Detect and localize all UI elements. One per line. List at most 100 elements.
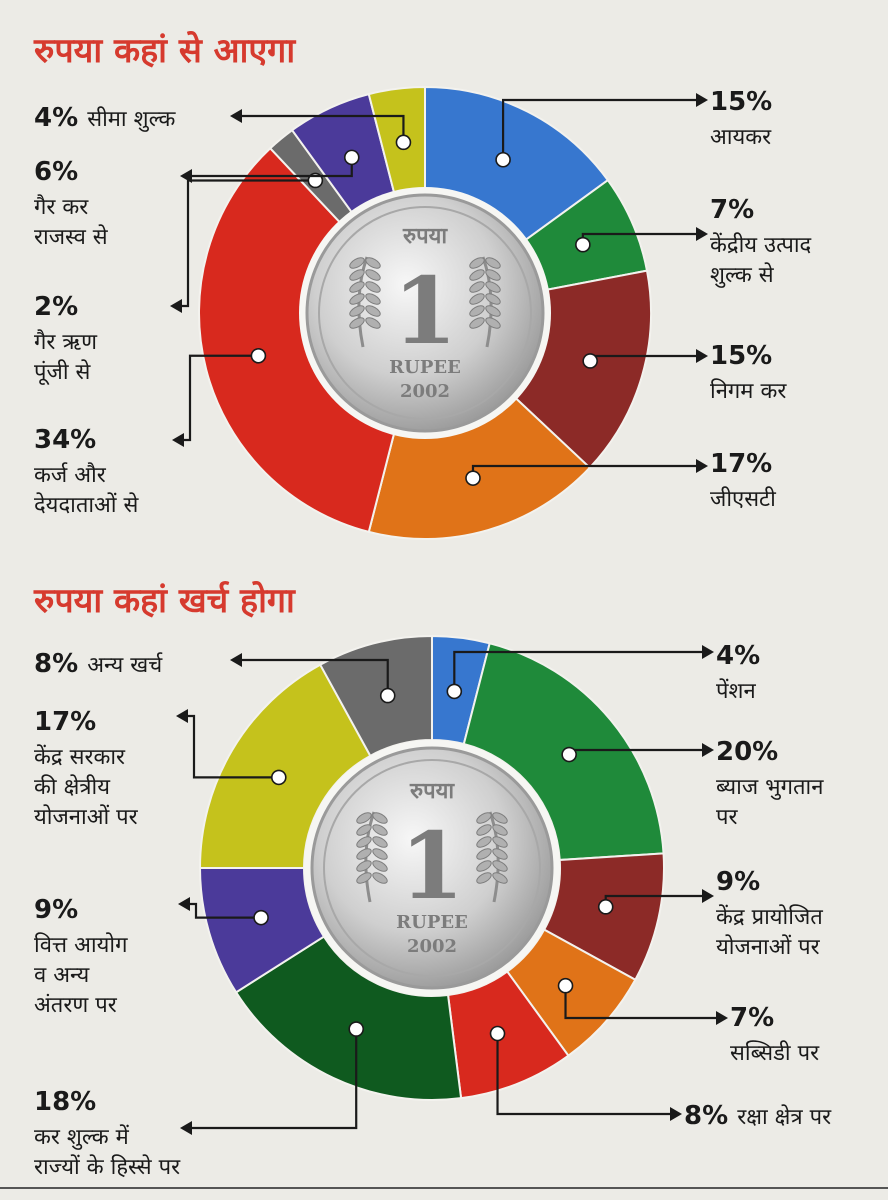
slice-marker	[379, 687, 396, 704]
slice-marker	[270, 769, 287, 786]
leader-line	[240, 658, 389, 696]
slice-percent: 15%	[710, 87, 772, 117]
wheat-grain-icon	[349, 293, 365, 305]
wheat-grain-icon	[485, 293, 501, 305]
wheat-grain-icon	[485, 269, 501, 281]
slice-name: जीएसटी	[710, 486, 776, 512]
coin-inner-ring	[318, 206, 532, 420]
slice-name: कर शुल्क में	[34, 1124, 130, 1150]
wheat-grain-icon	[356, 860, 372, 872]
wheat-grain-icon	[349, 305, 365, 317]
wheat-grain-icon	[356, 812, 372, 824]
wheat-grain-icon	[492, 860, 508, 872]
wheat-grain-icon	[365, 281, 381, 293]
wheat-grain-icon	[485, 317, 501, 329]
wheat-grain-icon	[469, 281, 485, 293]
wheat-grain-icon	[372, 836, 388, 848]
slice-percent: 8%	[684, 1101, 737, 1131]
wheat-grain-icon	[492, 836, 508, 848]
slice-label: 4% सीमा शुल्क	[34, 103, 177, 133]
wheat-grain-icon	[372, 860, 388, 872]
wheat-grain-icon	[476, 860, 492, 872]
slice-name: की क्षेत्रीय	[34, 774, 111, 800]
slice-name: पूंजी से	[34, 359, 92, 386]
slice-name: वित्त आयोग	[34, 932, 128, 958]
wheat-grain-icon	[469, 293, 485, 305]
slice-name: गैर ऋण	[34, 329, 98, 355]
wheat-grain-icon	[469, 305, 485, 317]
wheat-grain-icon	[492, 848, 508, 860]
arrow-head-icon	[230, 109, 242, 123]
slice-name: निगम कर	[710, 378, 787, 404]
slice-marker	[250, 347, 267, 364]
slice-marker	[561, 746, 577, 763]
slice-name: अन्य खर्च	[87, 652, 163, 678]
arrow-head-icon	[696, 459, 708, 473]
slice-label: 8% रक्षा क्षेत्र पर	[684, 1101, 832, 1131]
leader-line	[240, 114, 405, 143]
leader-line	[501, 98, 696, 160]
wheat-grain-icon	[485, 305, 501, 317]
wheat-grain-icon	[365, 317, 381, 329]
wheat-grain-icon	[356, 824, 372, 836]
leader-line	[496, 1033, 670, 1116]
slice-name: अंतरण पर	[34, 993, 118, 1018]
slice-name: राजस्व से	[34, 224, 109, 250]
wheat-grain-icon	[365, 293, 381, 305]
arrow-head-icon	[230, 653, 242, 667]
wheat-grain-icon	[372, 824, 388, 836]
wheat-grain-icon	[365, 269, 381, 281]
slice-marker	[253, 909, 269, 926]
coin-icon	[310, 746, 554, 990]
coin-word: RUPEE	[396, 912, 468, 933]
coin-top-text: रुपया	[409, 778, 455, 804]
arrow-head-icon	[180, 169, 192, 183]
coin-year: 2002	[407, 936, 457, 957]
slice-marker	[446, 683, 463, 700]
wheat-grain-icon	[349, 257, 365, 269]
wheat-grain-icon	[349, 269, 365, 281]
slice-marker	[575, 236, 591, 253]
arrow-head-icon	[696, 349, 708, 363]
slice-percent: 34%	[34, 425, 96, 455]
slice-marker	[495, 151, 511, 168]
wheat-grain-icon	[372, 812, 388, 824]
wheat-grain-icon	[356, 836, 372, 848]
slice-name: ब्याज भुगतान	[716, 775, 824, 800]
leader-line	[180, 179, 316, 308]
slice-name: सब्सिडी पर	[730, 1040, 820, 1066]
wheat-grain-icon	[476, 812, 492, 824]
leader-line	[564, 985, 716, 1020]
coin-icon	[305, 193, 545, 433]
slice-percent: 18%	[34, 1087, 96, 1117]
slice-name: योजनाओं पर	[716, 934, 821, 960]
coin-year: 2002	[400, 381, 450, 402]
slice-percent: 9%	[34, 895, 78, 925]
leader-line	[182, 354, 259, 442]
slice-percent: 2%	[34, 292, 78, 322]
slice-marker	[557, 977, 574, 994]
wheat-grain-icon	[469, 257, 485, 269]
arrow-head-icon	[716, 1011, 728, 1025]
wheat-grain-icon	[492, 812, 508, 824]
arrow-head-icon	[180, 1121, 192, 1135]
slice-percent: 9%	[716, 867, 760, 897]
arrow-head-icon	[172, 433, 184, 447]
slice-percent: 20%	[716, 737, 778, 767]
leader-line	[186, 714, 279, 779]
arrow-head-icon	[696, 93, 708, 107]
slice-name: केंद्र प्रायोजित	[716, 904, 823, 930]
slice-name: गैर कर	[34, 194, 89, 220]
slice-percent: 7%	[730, 1003, 774, 1033]
slice-name: कर्ज और	[34, 462, 107, 488]
wheat-grain-icon	[492, 824, 508, 836]
coin-value: 1	[400, 812, 464, 920]
leader-line	[188, 902, 262, 919]
wheat-grain-icon	[476, 848, 492, 860]
wheat-grain-icon	[349, 281, 365, 293]
slice-percent: 17%	[34, 707, 96, 737]
slice-name: पेंशन	[716, 678, 756, 704]
